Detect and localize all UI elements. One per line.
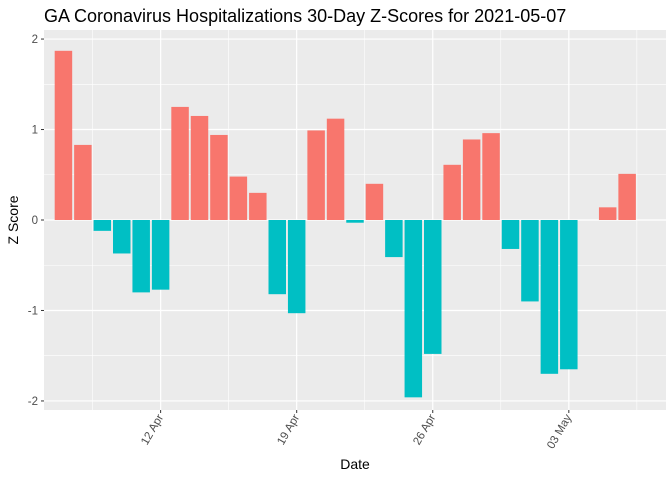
x-tick-label: 26 Apr [411,412,438,447]
x-tick-label: 03 May [545,412,574,451]
bar [54,50,73,220]
bar [404,220,423,398]
bar [618,173,636,220]
y-tick-label: 0 [32,215,38,227]
chart-title: GA Coronavirus Hospitalizations 30-Day Z… [44,6,566,26]
bar [171,106,189,220]
bar [443,164,461,220]
bar [521,220,539,302]
bar [501,220,520,249]
bar [540,220,559,374]
y-tick-label: 2 [32,34,38,46]
bar [482,133,500,220]
bar [385,220,403,258]
x-axis: 12 Apr 19 Apr 26 Apr 03 May [139,410,575,451]
x-tick-label: 12 Apr [139,412,166,447]
bar-layer [54,50,636,398]
bar [74,144,92,220]
bar [229,176,248,220]
bar [249,192,267,220]
y-tick-label: -2 [28,396,38,408]
bar [93,220,112,231]
bar [560,220,578,370]
y-axis-title: Z Score [5,195,21,244]
bar [326,118,345,220]
bar [307,130,325,220]
bar [210,134,228,220]
bar [287,220,306,314]
bar [190,115,209,220]
bar [151,220,170,290]
bar [365,183,384,220]
y-tick-label: -1 [28,305,38,317]
y-tick-label: 1 [32,125,38,137]
x-tick-label: 19 Apr [275,412,302,447]
y-axis: -2 -1 0 1 2 [28,34,44,408]
x-axis-title: Date [340,456,370,472]
bar [346,220,364,223]
bar [462,139,481,220]
bar [424,220,442,354]
bar [268,220,286,295]
bar [598,207,617,220]
bar [132,220,150,293]
bar [113,220,131,254]
